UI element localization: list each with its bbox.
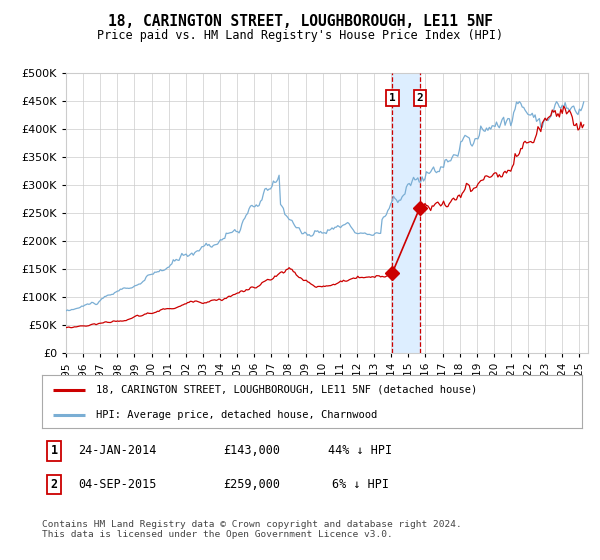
Text: £143,000: £143,000: [223, 444, 281, 458]
Text: HPI: Average price, detached house, Charnwood: HPI: Average price, detached house, Char…: [96, 410, 377, 420]
Text: 18, CARINGTON STREET, LOUGHBOROUGH, LE11 5NF: 18, CARINGTON STREET, LOUGHBOROUGH, LE11…: [107, 14, 493, 29]
Text: 1: 1: [389, 93, 396, 103]
Text: 1: 1: [50, 444, 58, 458]
Text: 18, CARINGTON STREET, LOUGHBOROUGH, LE11 5NF (detached house): 18, CARINGTON STREET, LOUGHBOROUGH, LE11…: [96, 385, 477, 395]
Text: Contains HM Land Registry data © Crown copyright and database right 2024.
This d: Contains HM Land Registry data © Crown c…: [42, 520, 462, 539]
Text: 04-SEP-2015: 04-SEP-2015: [78, 478, 156, 491]
Text: 24-JAN-2014: 24-JAN-2014: [78, 444, 156, 458]
Text: Price paid vs. HM Land Registry's House Price Index (HPI): Price paid vs. HM Land Registry's House …: [97, 29, 503, 42]
Text: 44% ↓ HPI: 44% ↓ HPI: [328, 444, 392, 458]
Text: 2: 2: [416, 93, 423, 103]
Text: 6% ↓ HPI: 6% ↓ HPI: [331, 478, 389, 491]
Text: £259,000: £259,000: [223, 478, 281, 491]
Bar: [392, 73, 420, 353]
Text: 2: 2: [50, 478, 58, 491]
